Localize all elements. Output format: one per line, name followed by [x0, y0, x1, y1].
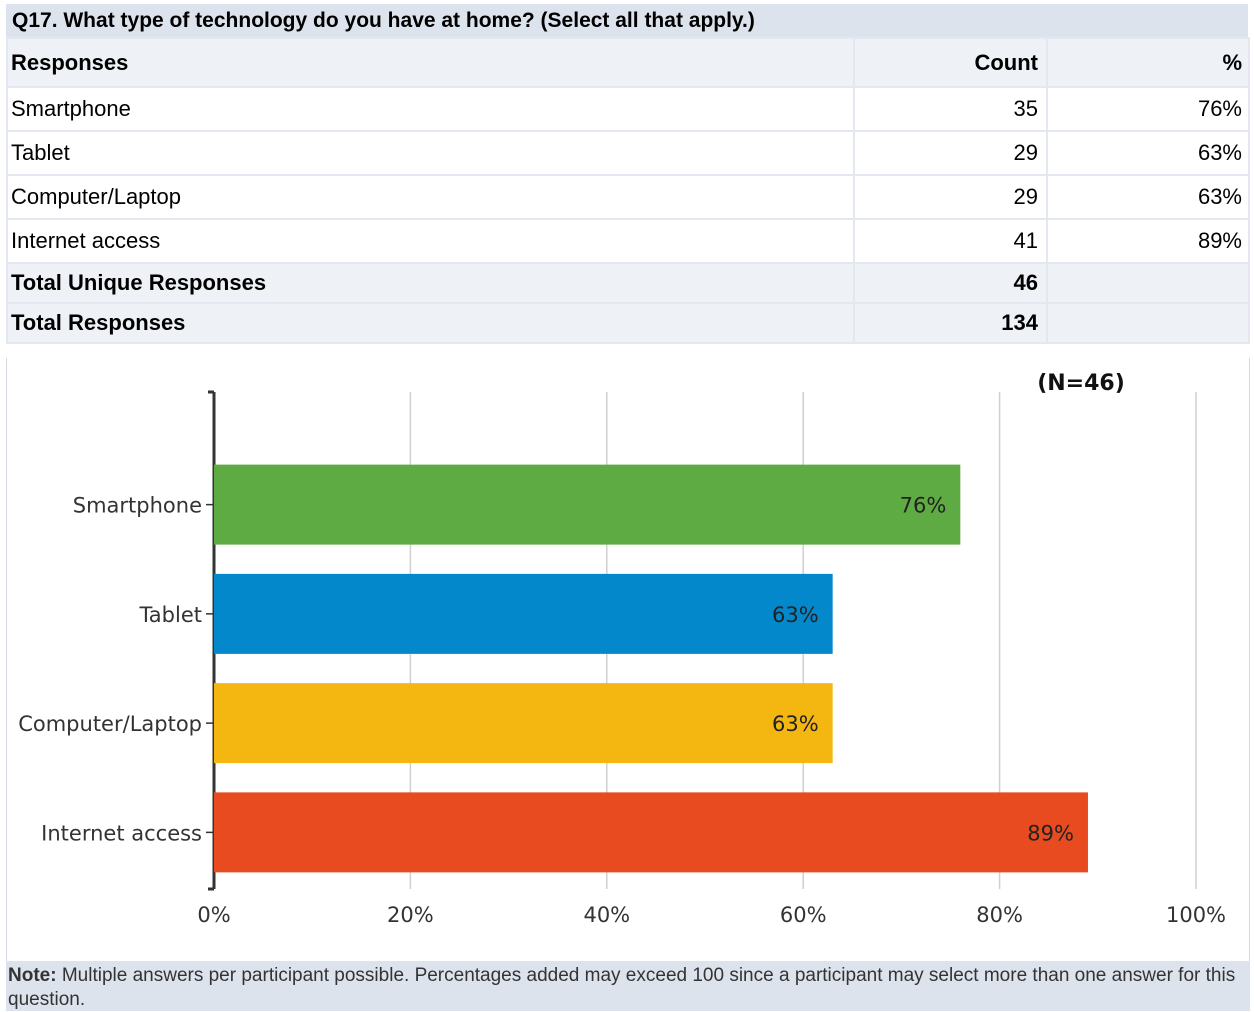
x-tick-label: 20%: [387, 903, 434, 927]
question-title: Q17. What type of technology do you have…: [6, 4, 1248, 37]
bar: [214, 573, 833, 654]
x-tick-label: 100%: [1166, 903, 1226, 927]
row-count: 35: [853, 86, 1048, 132]
x-tick-label: 0%: [197, 903, 230, 927]
header-responses: Responses: [6, 37, 855, 88]
row-label: Internet access: [6, 218, 855, 264]
note-label: Note:: [8, 965, 57, 986]
category-label: Smartphone: [73, 494, 202, 518]
table-header-row: Responses Count %: [6, 37, 1250, 88]
value-label: 63%: [772, 603, 819, 627]
category-label: Tablet: [138, 603, 202, 627]
total-unique-row: Total Unique Responses 46: [6, 262, 1250, 304]
x-tick-label: 60%: [780, 903, 827, 927]
table-row: Internet access 41 89%: [6, 218, 1250, 264]
row-count: 41: [853, 218, 1048, 264]
row-percent: 63%: [1046, 130, 1250, 176]
total-responses-row: Total Responses 134: [6, 302, 1250, 344]
row-percent: 63%: [1046, 174, 1250, 220]
row-count: 29: [853, 130, 1048, 176]
sample-size-label: (N=46): [1037, 371, 1125, 396]
bar: [214, 792, 1088, 873]
row-label: Computer/Laptop: [6, 174, 855, 220]
x-tick-label: 40%: [583, 903, 630, 927]
bar: [214, 683, 833, 764]
row-label: Tablet: [6, 130, 855, 176]
total-responses-count: 134: [853, 302, 1048, 344]
row-percent: 76%: [1046, 86, 1250, 132]
header-count: Count: [853, 37, 1048, 88]
category-label: Internet access: [41, 821, 202, 845]
table-row: Smartphone 35 76%: [6, 86, 1250, 132]
total-unique-percent: [1046, 262, 1250, 304]
note-text: Multiple answers per participant possibl…: [8, 965, 1236, 1010]
total-unique-label: Total Unique Responses: [6, 262, 855, 304]
total-responses-percent: [1046, 302, 1250, 344]
header-percent: %: [1046, 37, 1250, 88]
table-row: Computer/Laptop 29 63%: [6, 174, 1250, 220]
bar-chart-area: 0% 20% 40% 60% 80% 100% Smartphone 76% Tablet 63%…: [6, 358, 1250, 961]
total-unique-count: 46: [853, 262, 1048, 304]
total-responses-label: Total Responses: [6, 302, 855, 344]
footnote: Note: Multiple answers per participant p…: [6, 961, 1250, 1011]
x-tick-label: 80%: [976, 903, 1023, 927]
responses-table: Responses Count % Smartphone 35 76% Tabl…: [6, 37, 1250, 344]
value-label: 63%: [772, 712, 819, 736]
row-count: 29: [853, 174, 1048, 220]
bar: [214, 464, 961, 545]
row-label: Smartphone: [6, 86, 855, 132]
bar-chart: 0% 20% 40% 60% 80% 100% Smartphone 76% Tablet 63%…: [18, 371, 1226, 927]
row-percent: 89%: [1046, 218, 1250, 264]
value-label: 76%: [900, 494, 947, 518]
table-row: Tablet 29 63%: [6, 130, 1250, 176]
category-label: Computer/Laptop: [18, 712, 202, 736]
value-label: 89%: [1027, 821, 1074, 845]
